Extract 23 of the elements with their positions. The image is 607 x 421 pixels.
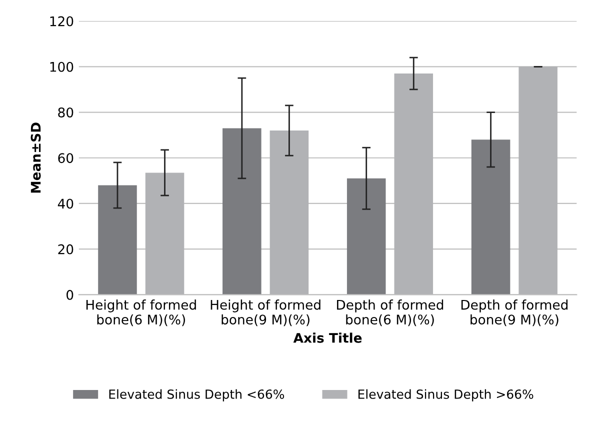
bar <box>518 66 558 295</box>
x-axis-title: Axis Title <box>293 332 362 343</box>
y-tick-label: 20 <box>58 244 74 254</box>
y-axis-title: Mean±SD <box>30 122 41 193</box>
x-tick-label: Height of formed bone(6 M)(%) <box>86 300 196 326</box>
bar <box>98 185 137 295</box>
bar <box>145 172 184 295</box>
y-tick-label: 100 <box>50 62 74 72</box>
y-tick-label: 120 <box>50 16 74 26</box>
x-tick-label: Depth of formed bone(9 M)(%) <box>461 300 568 326</box>
bar <box>346 178 386 295</box>
legend-label: Elevated Sinus Depth >66% <box>358 389 534 402</box>
bar <box>270 130 309 295</box>
y-tick-label: 60 <box>58 153 74 164</box>
y-tick-label: 40 <box>58 198 74 209</box>
y-tick-label: 80 <box>58 107 74 118</box>
bar <box>471 140 510 295</box>
x-tick-label: Depth of formed bone(6 M)(%) <box>337 300 444 326</box>
bar <box>222 128 262 295</box>
legend-label: Elevated Sinus Depth <66% <box>109 389 284 402</box>
y-tick-label: 0 <box>66 290 74 300</box>
x-tick-label: Height of formed bone(9 M)(%) <box>210 300 320 326</box>
bar <box>394 74 434 295</box>
